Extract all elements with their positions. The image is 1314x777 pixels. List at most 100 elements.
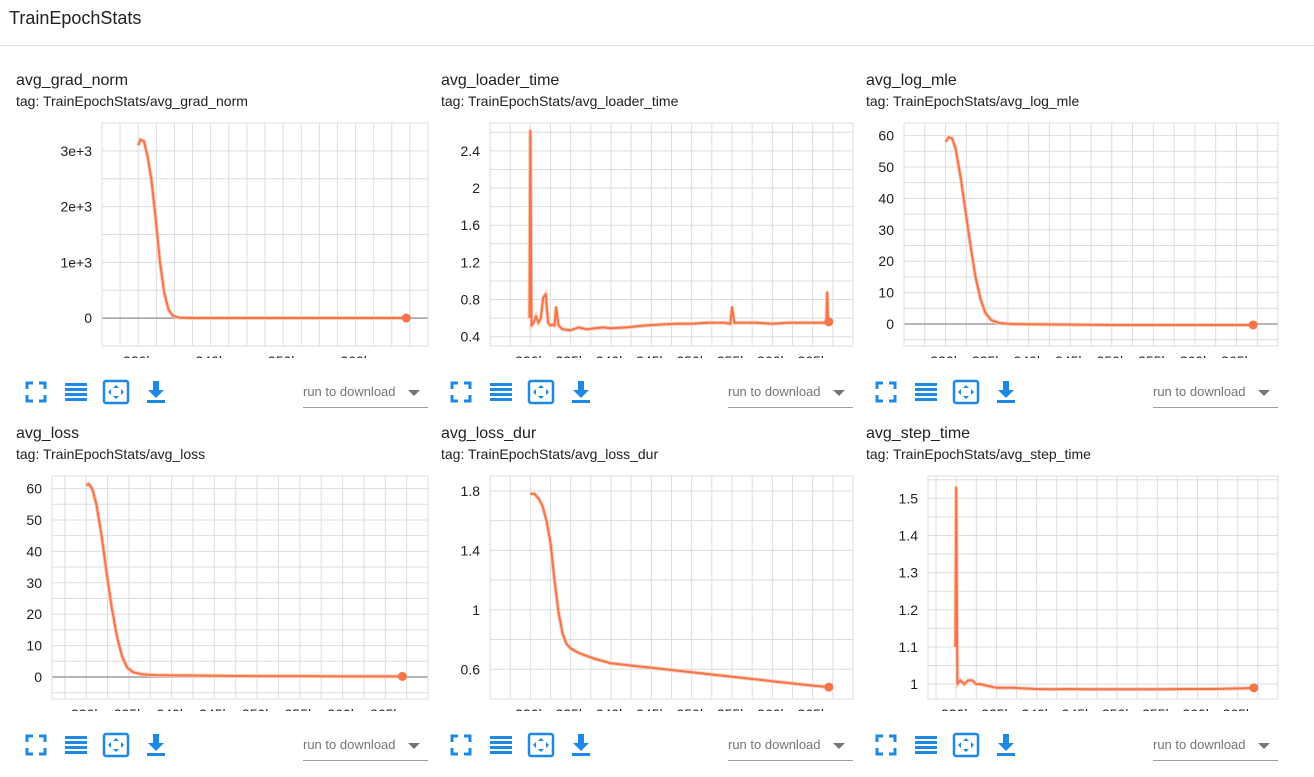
chart-title: avg_grad_norm [16, 72, 129, 89]
x-tick-label: 365k [797, 706, 828, 711]
chart-tag: tag: TrainEpochStats/avg_loader_time [441, 93, 679, 109]
fit-domain-icon[interactable] [527, 731, 555, 759]
download-icon[interactable] [567, 731, 595, 759]
y-tick-label: 1.8 [461, 483, 481, 499]
chart-tag: tag: TrainEpochStats/avg_grad_norm [16, 93, 248, 109]
run-to-download-select[interactable]: run to download [728, 382, 853, 408]
chart-title: avg_loader_time [441, 72, 560, 89]
series-raw-line [953, 487, 1254, 692]
series-line [85, 482, 403, 678]
y-tick-label: 2.4 [461, 143, 481, 159]
grid [51, 475, 429, 700]
line-chart[interactable]: 0.4 0.8 1.2 1.6 2 2.4 330k 335k 340k 345k 350k 355k… [441, 118, 866, 358]
x-tick-label: 340k [156, 706, 187, 711]
y-tick-label: 2 [472, 180, 480, 196]
plot-frame [51, 475, 429, 700]
toggle-log-scale-icon[interactable] [487, 731, 515, 759]
run-to-download-select[interactable]: run to download [728, 735, 853, 761]
x-tick-label: 345k [1055, 353, 1086, 358]
x-tick-label: 350k [676, 706, 707, 711]
chart-card-avg-step-time: avg_step_time tag: TrainEpochStats/avg_st… [866, 353, 1291, 761]
fit-domain-icon[interactable] [952, 731, 980, 759]
line-chart[interactable]: 0.6 1 1.4 1.8 330k 335k 340k 345k 350k 355k 360k 36… [441, 471, 866, 711]
chart-toolbar: run to download [441, 378, 866, 412]
x-tick-label: 345k [636, 353, 667, 358]
line-chart[interactable]: 0 10 20 30 40 50 60 330k 335k 340k 345k 350k 355k 360… [866, 118, 1291, 358]
y-tick-label: 60 [878, 128, 894, 144]
fit-domain-icon[interactable] [102, 731, 130, 759]
y-tick-label: 20 [26, 606, 42, 622]
y-tick-label: 1.3 [899, 565, 919, 581]
toggle-log-scale-icon[interactable] [912, 731, 940, 759]
x-tick-label: 360k [757, 706, 788, 711]
chart-card-avg-log-mle: avg_log_mle tag: TrainEpochStats/avg_log_… [866, 0, 1291, 408]
x-tick-label: 345k [636, 706, 667, 711]
x-tick-label: 340k [195, 353, 226, 358]
line-chart[interactable]: 0 10 20 30 40 50 60 330k 335k 340k 345k 350k 355k 360… [16, 471, 441, 711]
y-tick-label: 1.5 [899, 490, 919, 506]
y-tick-label: 10 [26, 638, 42, 654]
x-tick-label: 335k [114, 706, 145, 711]
run-select-label: run to download [1153, 737, 1246, 752]
plot-frame [927, 475, 1279, 700]
fullscreen-icon[interactable] [447, 731, 475, 759]
y-tick-label: 50 [26, 512, 42, 528]
run-to-download-select[interactable]: run to download [1153, 735, 1278, 761]
chart-title: avg_loss [16, 425, 80, 442]
chevron-down-icon [408, 743, 420, 749]
chevron-down-icon [1258, 743, 1270, 749]
x-tick-label: 350k [1097, 353, 1128, 358]
line-chart[interactable]: 1 1.1 1.2 1.3 1.4 1.5 330k 335k 340k 345k 350k 355k… [866, 471, 1291, 711]
run-to-download-select[interactable]: run to download [1153, 382, 1278, 408]
x-tick-label: 365k [1223, 706, 1254, 711]
series-raw-line [85, 481, 403, 679]
series-line [954, 486, 1254, 691]
chart-title: avg_step_time [866, 425, 971, 442]
y-tick-label: 60 [26, 481, 42, 497]
y-tick-label: 0 [34, 669, 42, 685]
x-tick-label: 330k [515, 706, 546, 711]
series-line [530, 492, 829, 689]
x-tick-label: 365k [797, 353, 828, 358]
run-select-label: run to download [1153, 384, 1246, 399]
series-end-point [397, 671, 407, 681]
y-tick-label: 40 [26, 543, 42, 559]
run-select-label: run to download [728, 384, 821, 399]
download-icon[interactable] [992, 731, 1020, 759]
x-tick-label: 355k [285, 706, 316, 711]
series-raw-line [136, 136, 407, 320]
y-tick-label: 0 [84, 310, 92, 326]
chart-tag: tag: TrainEpochStats/avg_log_mle [866, 93, 1080, 109]
x-tick-label: 360k [327, 706, 358, 711]
x-tick-label: 340k [1013, 353, 1044, 358]
plot-frame [489, 475, 854, 700]
series-end-point [824, 682, 834, 692]
chart-tag: tag: TrainEpochStats/avg_loss [16, 446, 206, 462]
x-tick-label: 350k [1102, 706, 1133, 711]
toggle-log-scale-icon[interactable] [62, 731, 90, 759]
x-tick-label: 330k [71, 706, 102, 711]
chart-toolbar: run to download [16, 378, 441, 412]
series-end-point [1248, 320, 1258, 330]
y-tick-label: 1.2 [899, 602, 919, 618]
y-tick-label: 3e+3 [60, 143, 92, 159]
fullscreen-icon[interactable] [22, 731, 50, 759]
section-header: TrainEpochStats [0, 0, 1314, 46]
x-tick-label: 350k [242, 706, 273, 711]
chevron-down-icon [833, 743, 845, 749]
x-tick-label: 340k [596, 353, 627, 358]
x-tick-label: 330k [941, 706, 972, 711]
fullscreen-icon[interactable] [872, 731, 900, 759]
x-tick-label: 360k [757, 353, 788, 358]
y-tick-label: 1.4 [899, 527, 919, 543]
series-raw-line [943, 134, 1254, 327]
y-tick-label: 0 [886, 316, 894, 332]
chart-card-avg-grad-norm: avg_grad_norm tag: TrainEpochStats/avg_gr… [16, 0, 441, 408]
x-tick-label: 355k [1138, 353, 1169, 358]
line-chart[interactable]: 0 1e+3 2e+3 3e+3 330k 340k 350k 360k [16, 118, 441, 358]
plot-frame [489, 122, 854, 347]
run-to-download-select[interactable]: run to download [303, 382, 428, 408]
download-icon[interactable] [142, 731, 170, 759]
y-tick-label: 30 [878, 222, 894, 238]
run-to-download-select[interactable]: run to download [303, 735, 428, 761]
